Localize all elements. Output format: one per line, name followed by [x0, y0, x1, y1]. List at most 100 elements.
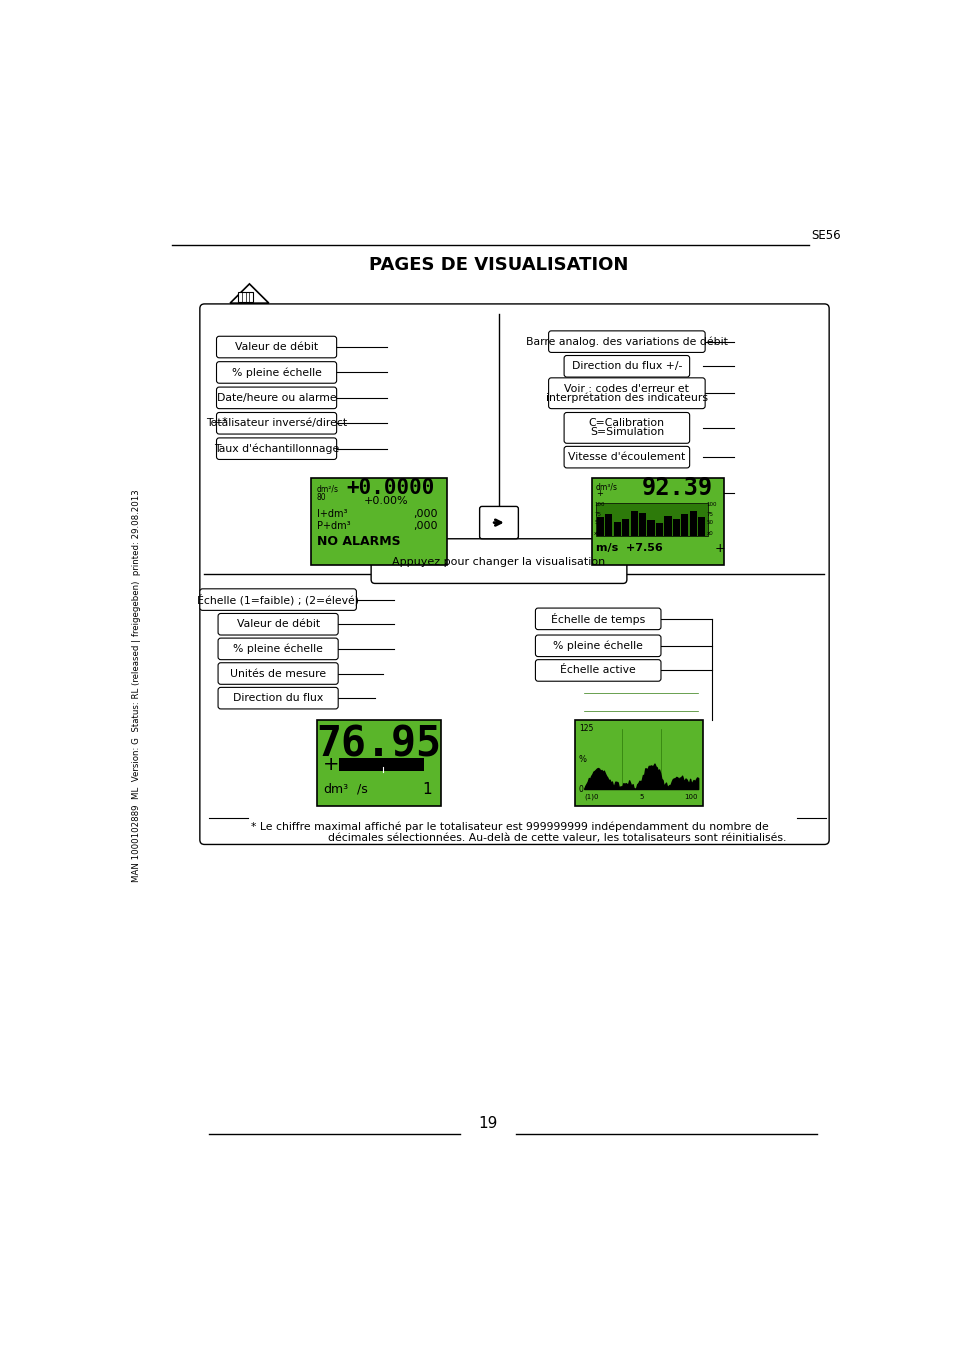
- Text: +: +: [323, 754, 339, 773]
- Text: Barre analog. des variations de débit: Barre analog. des variations de débit: [525, 337, 727, 347]
- Text: 75: 75: [706, 511, 713, 516]
- Text: Échelle active: Échelle active: [559, 665, 636, 676]
- FancyBboxPatch shape: [535, 608, 660, 630]
- Text: C=Calibration: C=Calibration: [588, 418, 664, 429]
- Text: dm³/s: dm³/s: [596, 483, 618, 492]
- Text: +0.0000: +0.0000: [346, 479, 434, 498]
- FancyBboxPatch shape: [563, 412, 689, 443]
- Text: Valeur de débit: Valeur de débit: [234, 342, 317, 352]
- FancyBboxPatch shape: [663, 515, 671, 535]
- FancyBboxPatch shape: [621, 519, 629, 535]
- Text: 50: 50: [594, 521, 600, 525]
- Text: 76.95: 76.95: [316, 723, 441, 765]
- FancyBboxPatch shape: [216, 337, 336, 358]
- Text: Taux d'échantillonnage: Taux d'échantillonnage: [213, 443, 339, 454]
- FancyBboxPatch shape: [371, 538, 626, 584]
- Text: %: %: [578, 756, 586, 764]
- FancyBboxPatch shape: [535, 635, 660, 657]
- FancyBboxPatch shape: [199, 304, 828, 845]
- Text: 5: 5: [639, 794, 643, 800]
- FancyBboxPatch shape: [639, 512, 645, 535]
- Text: Valeur de débit: Valeur de débit: [236, 619, 319, 629]
- FancyBboxPatch shape: [216, 362, 336, 383]
- FancyBboxPatch shape: [218, 662, 337, 684]
- FancyBboxPatch shape: [199, 589, 356, 610]
- FancyBboxPatch shape: [311, 479, 447, 565]
- Text: +: +: [596, 489, 602, 498]
- FancyBboxPatch shape: [592, 479, 723, 565]
- Text: décimales sélectionnées. Au-delà de cette valeur, les totalisateurs sont réiniti: décimales sélectionnées. Au-delà de cett…: [328, 833, 786, 842]
- Text: SE56: SE56: [810, 230, 840, 242]
- FancyBboxPatch shape: [672, 519, 679, 535]
- Text: ,000: ,000: [413, 522, 437, 531]
- FancyBboxPatch shape: [237, 292, 253, 303]
- Text: P+dm³: P+dm³: [316, 522, 350, 531]
- FancyBboxPatch shape: [604, 514, 612, 535]
- Text: % pleine échelle: % pleine échelle: [553, 641, 642, 652]
- FancyBboxPatch shape: [630, 511, 637, 535]
- Text: Voir : codes d'erreur et: Voir : codes d'erreur et: [564, 384, 689, 393]
- Text: ,000: ,000: [413, 510, 437, 519]
- Text: interprétation des indicateurs: interprétation des indicateurs: [545, 392, 707, 403]
- Text: MAN 1000102889  ML  Version: G  Status: RL (released | freigegeben)  printed: 29: MAN 1000102889 ML Version: G Status: RL …: [132, 489, 141, 883]
- Text: dm²/s: dm²/s: [316, 484, 338, 493]
- Text: 1: 1: [421, 781, 431, 796]
- Text: 92.39: 92.39: [641, 476, 713, 500]
- FancyBboxPatch shape: [647, 521, 654, 535]
- Text: Totalisateur inversé/direct: Totalisateur inversé/direct: [206, 418, 347, 429]
- FancyBboxPatch shape: [316, 719, 440, 806]
- FancyBboxPatch shape: [218, 638, 337, 660]
- Text: 100: 100: [706, 503, 717, 507]
- Text: dm³: dm³: [323, 783, 348, 795]
- FancyBboxPatch shape: [575, 719, 702, 806]
- Text: Direction du flux: Direction du flux: [233, 694, 323, 703]
- Text: % pleine échelle: % pleine échelle: [233, 644, 323, 654]
- Text: Unités de mesure: Unités de mesure: [230, 668, 326, 679]
- Text: % pleine échelle: % pleine échelle: [232, 368, 321, 377]
- Text: * Le chiffre maximal affiché par le totalisateur est 999999999 indépendamment du: * Le chiffre maximal affiché par le tota…: [251, 822, 768, 831]
- FancyBboxPatch shape: [535, 660, 660, 681]
- Text: x0: x0: [594, 531, 600, 535]
- Text: 19: 19: [478, 1115, 497, 1130]
- Text: Échelle (1=faible) ; (2=élevé): Échelle (1=faible) ; (2=élevé): [197, 594, 358, 606]
- Text: Appuyez pour changer la visualisation: Appuyez pour changer la visualisation: [392, 557, 605, 566]
- Text: 125: 125: [578, 725, 593, 733]
- Text: /s: /s: [356, 783, 368, 795]
- Text: 0: 0: [578, 784, 583, 794]
- FancyBboxPatch shape: [216, 412, 336, 434]
- Text: Direction du flux +/-: Direction du flux +/-: [571, 361, 681, 372]
- FancyBboxPatch shape: [680, 514, 688, 535]
- FancyBboxPatch shape: [596, 503, 707, 535]
- FancyBboxPatch shape: [216, 387, 336, 408]
- FancyBboxPatch shape: [218, 614, 337, 635]
- FancyBboxPatch shape: [338, 758, 423, 771]
- FancyBboxPatch shape: [596, 518, 603, 535]
- Text: (1)0: (1)0: [583, 794, 598, 800]
- FancyBboxPatch shape: [698, 518, 704, 535]
- Text: Vitesse d'écoulement: Vitesse d'écoulement: [568, 452, 685, 462]
- FancyBboxPatch shape: [216, 438, 336, 460]
- FancyBboxPatch shape: [563, 356, 689, 377]
- Text: 50: 50: [706, 521, 713, 525]
- Text: PAGES DE VISUALISATION: PAGES DE VISUALISATION: [369, 256, 628, 274]
- Text: m/s  +7.56: m/s +7.56: [596, 544, 662, 553]
- FancyBboxPatch shape: [656, 523, 662, 535]
- Text: 100: 100: [594, 503, 604, 507]
- Text: x0: x0: [706, 531, 713, 535]
- Text: I+dm³: I+dm³: [316, 510, 347, 519]
- FancyBboxPatch shape: [613, 522, 620, 535]
- FancyBboxPatch shape: [479, 507, 517, 538]
- Text: 75: 75: [594, 511, 600, 516]
- FancyBboxPatch shape: [689, 511, 697, 535]
- Text: —*: —*: [212, 416, 228, 426]
- Text: Échelle de temps: Échelle de temps: [551, 612, 644, 625]
- FancyBboxPatch shape: [218, 687, 337, 708]
- FancyBboxPatch shape: [548, 377, 704, 408]
- FancyBboxPatch shape: [548, 331, 704, 353]
- FancyBboxPatch shape: [563, 446, 689, 468]
- Text: +0.00%: +0.00%: [363, 496, 408, 506]
- Text: Date/heure ou alarme: Date/heure ou alarme: [216, 393, 336, 403]
- Text: 100: 100: [684, 794, 698, 800]
- Text: 80: 80: [316, 492, 326, 502]
- Text: NO ALARMS: NO ALARMS: [316, 535, 400, 549]
